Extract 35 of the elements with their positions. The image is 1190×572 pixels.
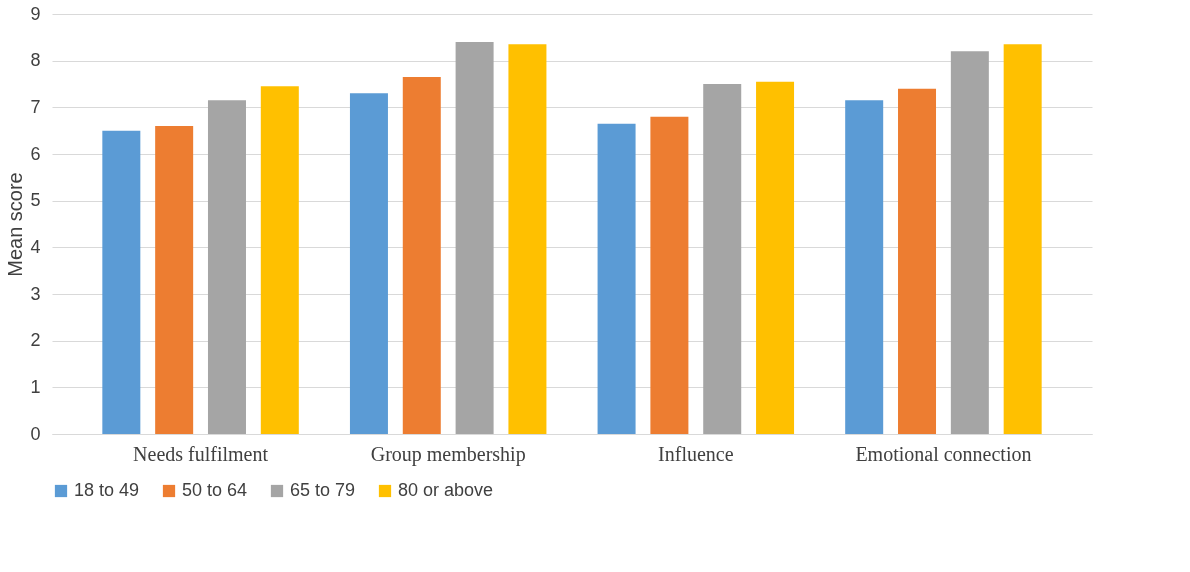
x-tick-label: Influence xyxy=(658,442,734,465)
bar xyxy=(349,93,388,434)
bar xyxy=(845,100,884,434)
y-tick-label: 6 xyxy=(30,143,41,164)
y-tick-label: 9 xyxy=(30,3,41,24)
y-tick-label: 0 xyxy=(30,423,41,444)
x-tick-label: Emotional connection xyxy=(855,442,1032,465)
bar xyxy=(402,77,441,434)
bar xyxy=(597,123,636,434)
bar xyxy=(207,100,246,434)
y-tick-label: 8 xyxy=(30,50,41,71)
bar xyxy=(102,130,141,434)
bar xyxy=(455,42,494,434)
bar xyxy=(1003,44,1042,434)
y-tick-label: 2 xyxy=(30,330,41,351)
bar xyxy=(756,81,795,434)
bar xyxy=(155,126,194,434)
legend-label: 18 to 49 xyxy=(74,480,140,500)
y-tick-label: 1 xyxy=(30,376,41,397)
legend-label: 65 to 79 xyxy=(290,480,356,500)
bar xyxy=(508,44,547,434)
legend-label: 80 or above xyxy=(398,480,494,500)
y-tick-label: 5 xyxy=(30,190,41,211)
y-tick-label: 3 xyxy=(30,283,41,304)
bar xyxy=(650,116,689,434)
y-tick-label: 7 xyxy=(30,96,41,117)
y-axis-title: Mean score xyxy=(4,172,27,277)
bar xyxy=(703,84,742,434)
x-tick-label: Needs fulfilment xyxy=(133,442,269,465)
x-tick-label: Group membership xyxy=(370,442,526,466)
bar xyxy=(260,86,299,434)
bar xyxy=(898,88,937,434)
legend-label: 50 to 64 xyxy=(182,480,248,500)
y-tick-label: 4 xyxy=(30,236,41,257)
bar xyxy=(950,51,989,434)
